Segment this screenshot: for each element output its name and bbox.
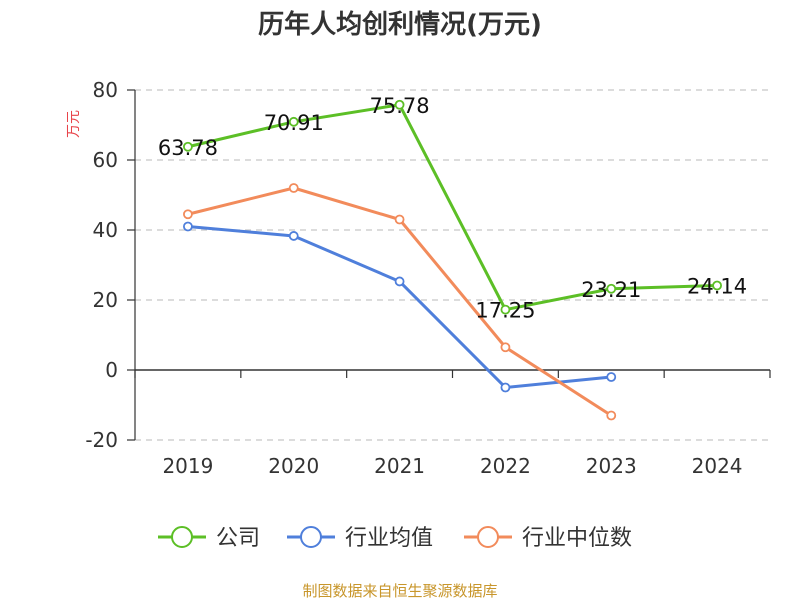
y-tick-label: 80 (93, 78, 118, 102)
data-label: 17.25 (475, 299, 535, 323)
data-point (500, 304, 511, 315)
legend-marker (171, 526, 193, 548)
y-axis-label: 万元 (66, 110, 82, 138)
chart-title: 历年人均创利情况(万元) (258, 9, 542, 40)
data-point (500, 382, 511, 393)
data-label: 23.21 (581, 278, 641, 302)
data-point (394, 214, 405, 225)
x-tick-label: 2019 (162, 454, 213, 478)
legend-label: 公司 (216, 526, 260, 551)
x-tick-label: 2022 (480, 454, 531, 478)
legend-marker (300, 526, 322, 548)
x-tick-label: 2020 (268, 454, 319, 478)
legend[interactable]: 公司 行业均值 行业中位数 (158, 526, 632, 551)
data-point (183, 209, 193, 220)
data-point (712, 280, 722, 291)
axes (127, 89, 771, 441)
legend-marker (477, 526, 499, 548)
data-source-note: 制图数据来自恒生聚源数据库 (302, 582, 497, 600)
data-point (288, 231, 299, 241)
data-label: 70.91 (264, 111, 324, 135)
y-tick-label: 0 (105, 358, 118, 382)
data-point (288, 116, 299, 127)
legend-label: 行业中位数 (522, 526, 632, 551)
data-point (606, 283, 617, 294)
data-point (606, 410, 617, 421)
tick-labels: 80 60 40 20 0 -20 2019 2020 2021 2022 2023 2024 (85, 78, 742, 478)
series-lines (183, 99, 722, 421)
data-point (500, 342, 511, 353)
data-point (288, 183, 299, 193)
legend-item-1[interactable]: 行业均值 (287, 526, 433, 551)
data-point (606, 372, 617, 382)
data-label: 63.78 (158, 136, 218, 160)
legend-item-0[interactable]: 公司 (158, 526, 260, 551)
legend-item-2[interactable]: 行业中位数 (464, 526, 632, 551)
y-tick-label: -20 (85, 428, 118, 452)
legend-label: 行业均值 (345, 526, 433, 551)
data-point (183, 221, 193, 232)
data-label: 75.78 (370, 94, 430, 118)
data-label: 24.14 (687, 275, 747, 299)
series-line-0 (186, 103, 719, 312)
series-line-1 (186, 225, 613, 389)
data-point (394, 99, 405, 110)
y-tick-label: 20 (93, 288, 118, 312)
x-tick-label: 2024 (692, 454, 743, 478)
data-labels: 63.78 70.91 75.78 17.25 23.21 24.14 (158, 94, 747, 323)
y-tick-label: 40 (93, 218, 118, 242)
x-tick-label: 2021 (374, 454, 425, 478)
data-point (394, 276, 405, 287)
y-tick-label: 60 (93, 148, 118, 172)
data-point (183, 141, 193, 152)
gridlines (135, 89, 770, 441)
x-tick-label: 2023 (586, 454, 637, 478)
